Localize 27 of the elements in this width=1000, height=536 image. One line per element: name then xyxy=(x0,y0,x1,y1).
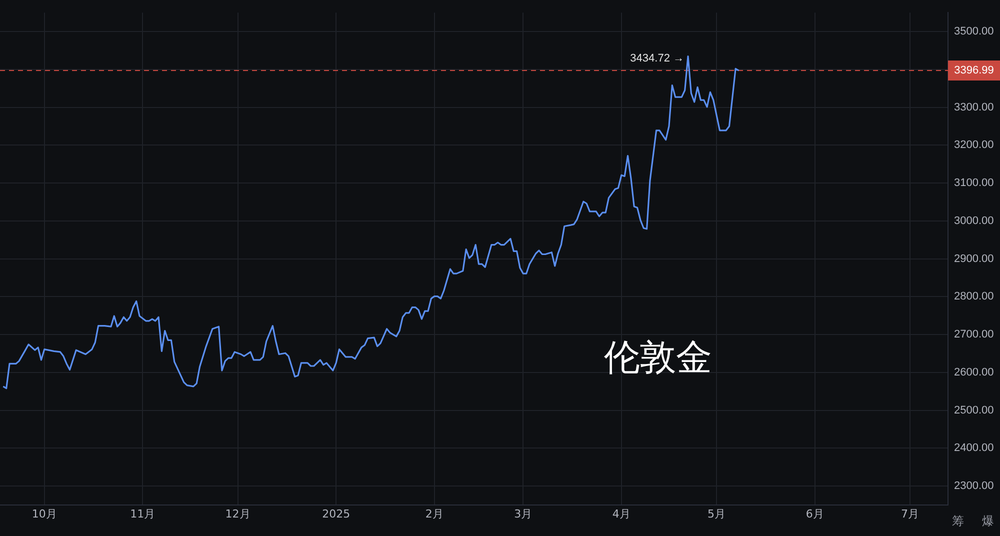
text: 筹 xyxy=(952,514,964,528)
annotation: 3434.72 → xyxy=(630,52,684,64)
x-tick-label: 5月 xyxy=(708,507,726,520)
x-tick-label: 3月 xyxy=(514,507,532,520)
y-tick-label: 2900.00 xyxy=(954,252,994,265)
y-tick-label: 2300.00 xyxy=(954,480,994,492)
y-tick-label: 3000.00 xyxy=(954,214,994,227)
x-tick-label: 10月 xyxy=(32,507,57,520)
ref-line-label: 3396.99 xyxy=(954,64,994,77)
y-tick-label: 2500.00 xyxy=(954,404,994,416)
x-tick-label: 4月 xyxy=(612,507,630,520)
y-tick-label: 2400.00 xyxy=(954,442,994,454)
y-tick-label: 2800.00 xyxy=(954,290,994,303)
y-tick-label: 3500.00 xyxy=(954,26,994,38)
y-tick-label: 3200.00 xyxy=(954,139,994,152)
x-tick-label: 7月 xyxy=(900,507,919,520)
x-tick-label: 6月 xyxy=(806,507,824,520)
x-tick-label: 12月 xyxy=(225,507,250,520)
x-tick-label: 2月 xyxy=(425,507,444,520)
y-tick-label: 2700.00 xyxy=(954,328,994,341)
text: 爆 xyxy=(982,514,994,528)
annotation: 伦敦金 xyxy=(604,337,712,378)
x-tick-label: 2025 xyxy=(322,507,350,520)
x-tick-label: 11月 xyxy=(130,507,156,520)
y-tick-label: 2600.00 xyxy=(954,366,994,378)
y-tick-label: 3100.00 xyxy=(954,177,994,190)
y-tick-label: 3300.00 xyxy=(954,101,994,114)
